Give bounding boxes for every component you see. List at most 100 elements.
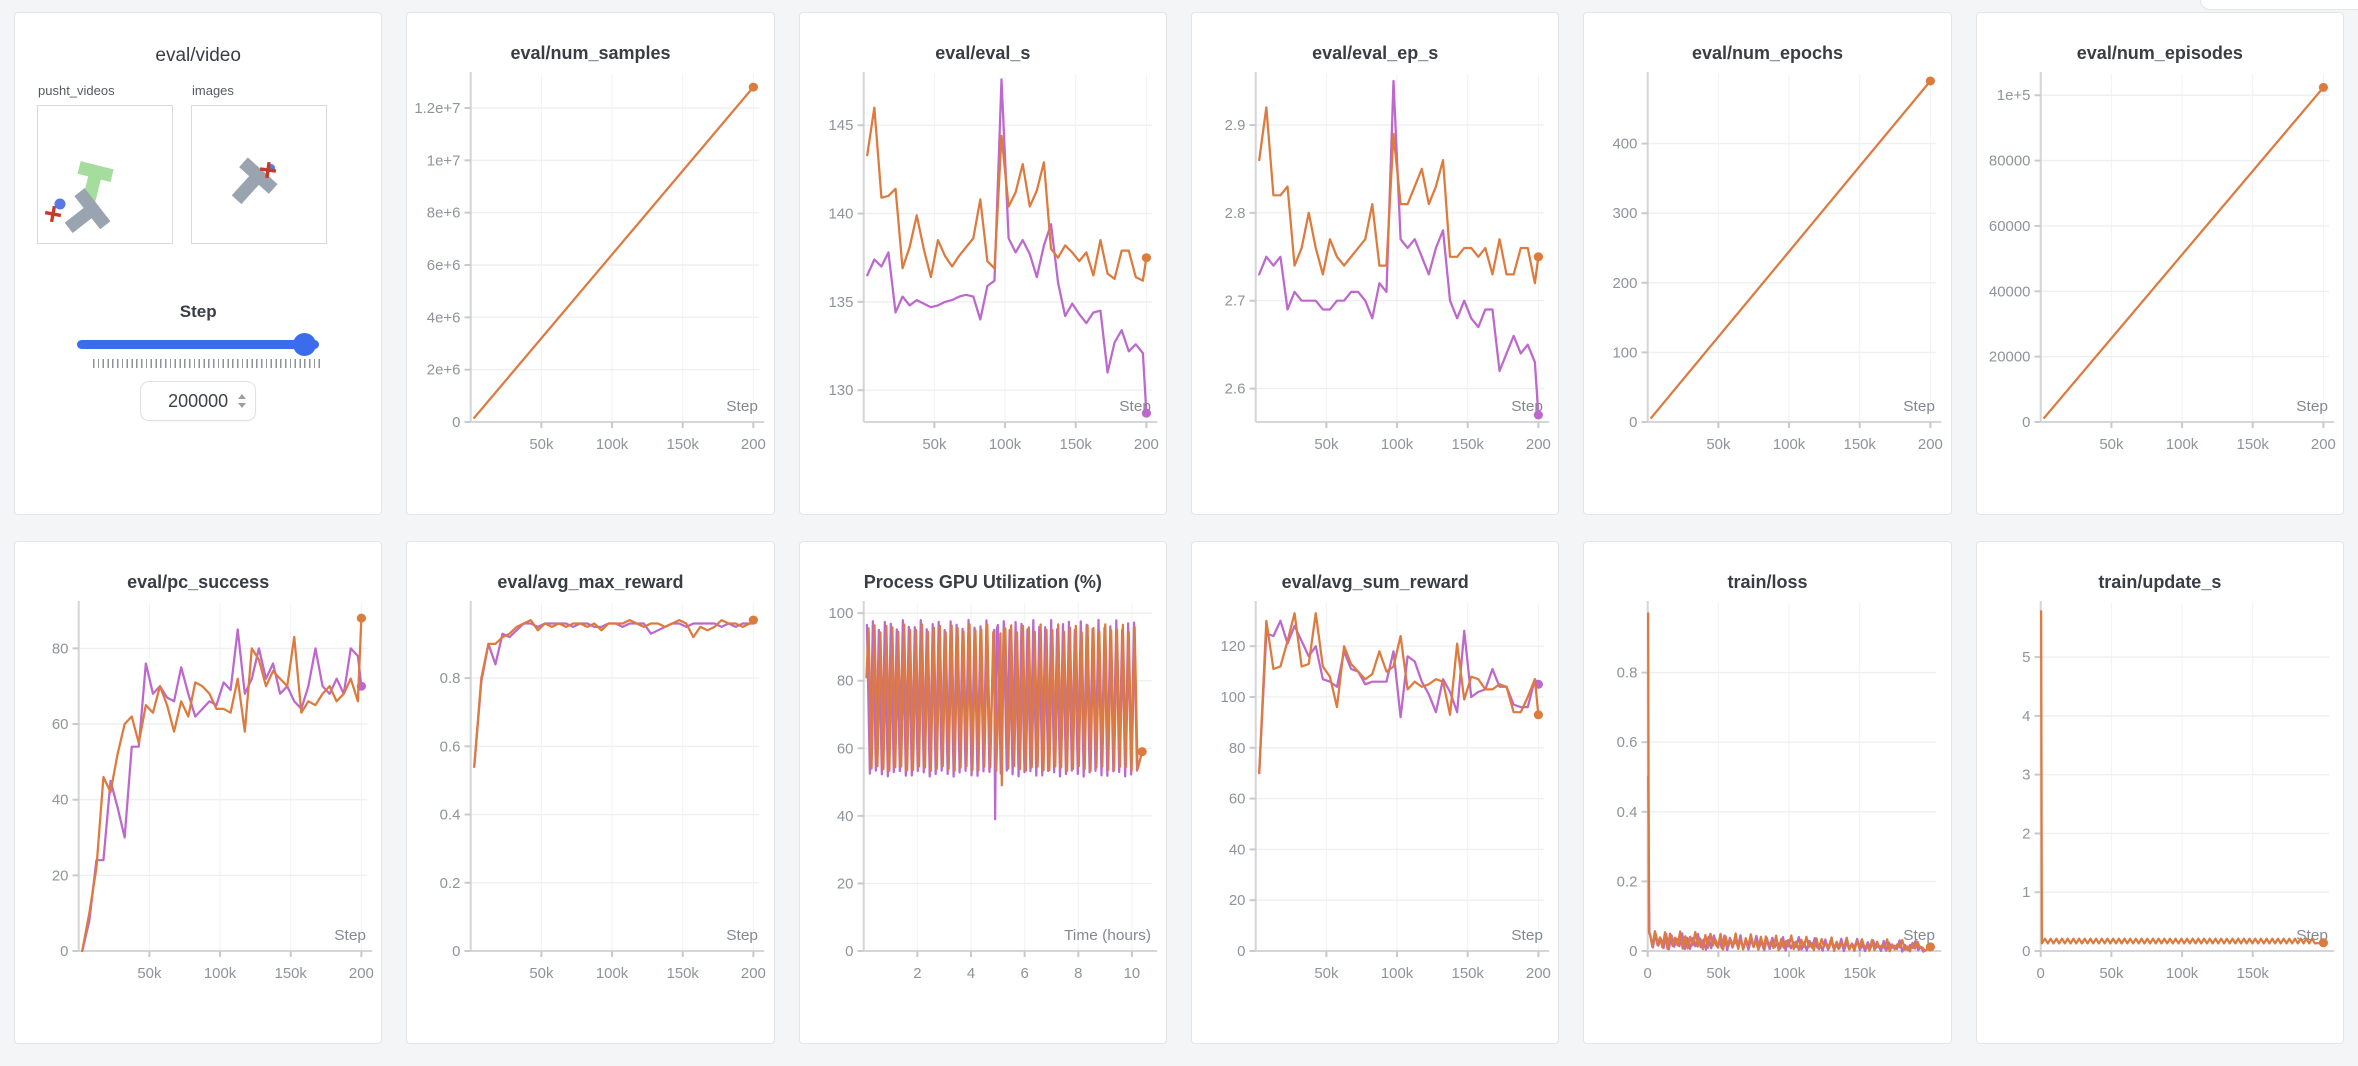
gray-t-shape — [231, 157, 278, 205]
chart-canvas-eval-num-samples: 0 2e+6 4e+6 6e+6 8e+6 1e+7 1.2e+7 50k 100k 150k 20… — [415, 72, 766, 453]
series-line-run-orange — [81, 617, 363, 953]
media-item-pusht-videos: pusht_videos — [37, 83, 173, 244]
series-end-dot-run-orange — [1533, 252, 1544, 262]
x-tick-label: 100k — [1381, 437, 1414, 453]
y-tick-label: 0 — [60, 944, 68, 960]
series-end-dot-run-orange — [356, 613, 367, 623]
chart-canvas-process-gpu-utilization: 0 20 40 60 80 100 2 4 6 8 10 Time (hours) — [828, 601, 1157, 982]
panel-eval-num-epochs[interactable]: eval/num_epochs 0 100 200 300 400 50k 100k 150k 2… — [1583, 12, 1952, 515]
images-thumbnail[interactable] — [191, 105, 327, 244]
y-tick-label: 0.2 — [1617, 875, 1638, 891]
y-tick-label: 130 — [828, 383, 853, 399]
y-tick-label: 140 — [828, 207, 853, 223]
media-item-images: images — [191, 83, 327, 244]
x-tick-label: 200 — [741, 437, 766, 453]
x-tick-label: 10 — [1123, 966, 1140, 982]
y-tick-label: 100 — [1221, 690, 1246, 706]
slider-track[interactable] — [77, 340, 320, 349]
chart-title: eval/num_samples — [510, 43, 671, 63]
x-axis-label: Step — [1904, 927, 1936, 944]
x-tick-label: 150k — [1844, 966, 1877, 982]
y-tick-label: 0.4 — [1617, 805, 1638, 821]
y-tick-label: 400 — [1613, 137, 1638, 153]
x-tick-label: 0 — [1644, 966, 1652, 982]
series-end-dot-run-purple — [1141, 408, 1151, 418]
panel-eval-num-samples[interactable]: eval/num_samples 0 2e+6 4e+6 6e+6 8e+6 1e+7 1.2… — [406, 12, 775, 515]
step-value: 200000 — [168, 390, 229, 411]
x-tick-label: 2 — [913, 966, 921, 982]
panel-eval-avg-sum-reward[interactable]: eval/avg_sum_reward 0 20 40 60 80 100 120 50k 100… — [1191, 541, 1560, 1044]
x-tick-label: 150k — [667, 966, 700, 982]
stepper-up-icon[interactable] — [238, 394, 247, 399]
y-tick-label: 0.6 — [1617, 735, 1638, 751]
y-tick-label: 60 — [1229, 792, 1246, 808]
series-end-dot-run-orange — [1533, 710, 1544, 720]
y-tick-label: 1 — [2022, 885, 2030, 901]
y-tick-label: 0 — [1237, 944, 1245, 960]
step-slider-label: Step — [179, 302, 217, 321]
y-tick-label: 1.2e+7 — [415, 101, 461, 117]
series-line-run-orange — [473, 86, 755, 419]
series-end-dot-run-orange — [2318, 82, 2328, 92]
y-tick-label: 2e+6 — [427, 363, 461, 379]
slider-thumb[interactable] — [292, 333, 316, 356]
series-line-run-purple — [473, 622, 755, 768]
x-tick-label: 100k — [596, 437, 629, 453]
y-tick-label: 40 — [1229, 843, 1246, 859]
panel-eval-video[interactable]: eval/video pusht_videos — [14, 12, 383, 515]
panel-eval-eval-ep-s[interactable]: eval/eval_ep_s 2.6 2.7 2.8 2.9 50k 100k 150k 200… — [1191, 12, 1560, 515]
series-line-run-orange — [865, 106, 1148, 282]
agent-dot — [54, 198, 66, 210]
series-end-dot-run-purple — [1533, 410, 1544, 420]
pusht-video-thumbnail[interactable] — [37, 105, 173, 244]
y-tick-label: 0.2 — [440, 876, 461, 892]
x-tick-label: 100k — [989, 437, 1022, 453]
x-tick-label: 150k — [1452, 966, 1485, 982]
step-slider[interactable] — [77, 332, 320, 356]
panel-eval-pc-success[interactable]: eval/pc_success 0 20 40 60 80 50k 100k 150k 200 St… — [14, 541, 383, 1044]
y-tick-label: 0.4 — [440, 808, 461, 824]
x-tick-label: 100k — [1773, 437, 1806, 453]
y-tick-label: 0 — [1629, 415, 1637, 431]
y-tick-label: 0 — [1629, 944, 1637, 960]
panel-train-loss[interactable]: train/loss 0 0.2 0.4 0.6 0.8 0 50k 100k 150k Step — [1583, 541, 1952, 1044]
y-tick-label: 120 — [1221, 639, 1246, 655]
series-line-run-purple — [1258, 619, 1540, 775]
x-tick-label: 150k — [2236, 437, 2269, 453]
x-tick-label: 100k — [596, 966, 629, 982]
panel-process-gpu-utilization[interactable]: Process GPU Utilization (%) 0 20 40 60 80 100 2… — [798, 541, 1167, 1044]
y-tick-label: 200 — [1613, 276, 1638, 292]
x-tick-label: 6 — [1020, 966, 1028, 982]
panel-train-update-s[interactable]: train/update_s 0 1 2 3 4 5 0 50k 100k 150k Step — [1975, 541, 2344, 1044]
y-tick-label: 2.7 — [1225, 294, 1246, 310]
series-end-dot-run-orange — [749, 615, 759, 625]
x-tick-label: 200 — [1526, 437, 1551, 453]
y-tick-label: 6e+6 — [427, 258, 461, 274]
chart-title: eval/eval_s — [935, 43, 1031, 63]
y-tick-label: 2.6 — [1225, 382, 1246, 398]
series-line-run-purple — [865, 78, 1148, 415]
series-end-dot-run-orange — [1926, 76, 1936, 86]
stepper-down-icon[interactable] — [238, 403, 247, 408]
y-tick-label: 1e+5 — [1996, 88, 2030, 104]
chart-title: eval/num_episodes — [2076, 43, 2243, 63]
y-tick-label: 0.8 — [1617, 666, 1638, 682]
x-tick-label: 50k — [530, 437, 555, 453]
y-tick-label: 5 — [2022, 650, 2030, 666]
y-tick-label: 100 — [1613, 346, 1638, 362]
step-value-input[interactable]: 200000 — [140, 381, 257, 421]
y-tick-label: 145 — [828, 118, 853, 134]
chart-canvas-train-loss: 0 0.2 0.4 0.6 0.8 0 50k 100k 150k Step — [1617, 601, 1942, 982]
panel-eval-num-episodes[interactable]: eval/num_episodes 0 20000 40000 60000 80000 1e… — [1975, 12, 2344, 515]
y-tick-label: 4e+6 — [427, 311, 461, 327]
y-tick-label: 40000 — [1989, 284, 2030, 300]
x-tick-label: 150k — [667, 437, 700, 453]
y-tick-label: 80000 — [1989, 154, 2030, 170]
x-tick-label: 50k — [1707, 966, 1732, 982]
x-axis-label: Time (hours) — [1064, 927, 1151, 944]
y-tick-label: 0.8 — [440, 671, 461, 687]
panel-eval-eval-s[interactable]: eval/eval_s 130 135 140 145 50k 100k 150k 200 Ste… — [798, 12, 1167, 515]
y-tick-label: 0 — [2022, 415, 2030, 431]
panel-eval-avg-max-reward[interactable]: eval/avg_max_reward 0 0.2 0.4 0.6 0.8 50k 100k 1… — [406, 541, 775, 1044]
chart-canvas-eval-pc-success: 0 20 40 60 80 50k 100k 150k 200 Step — [52, 601, 374, 982]
